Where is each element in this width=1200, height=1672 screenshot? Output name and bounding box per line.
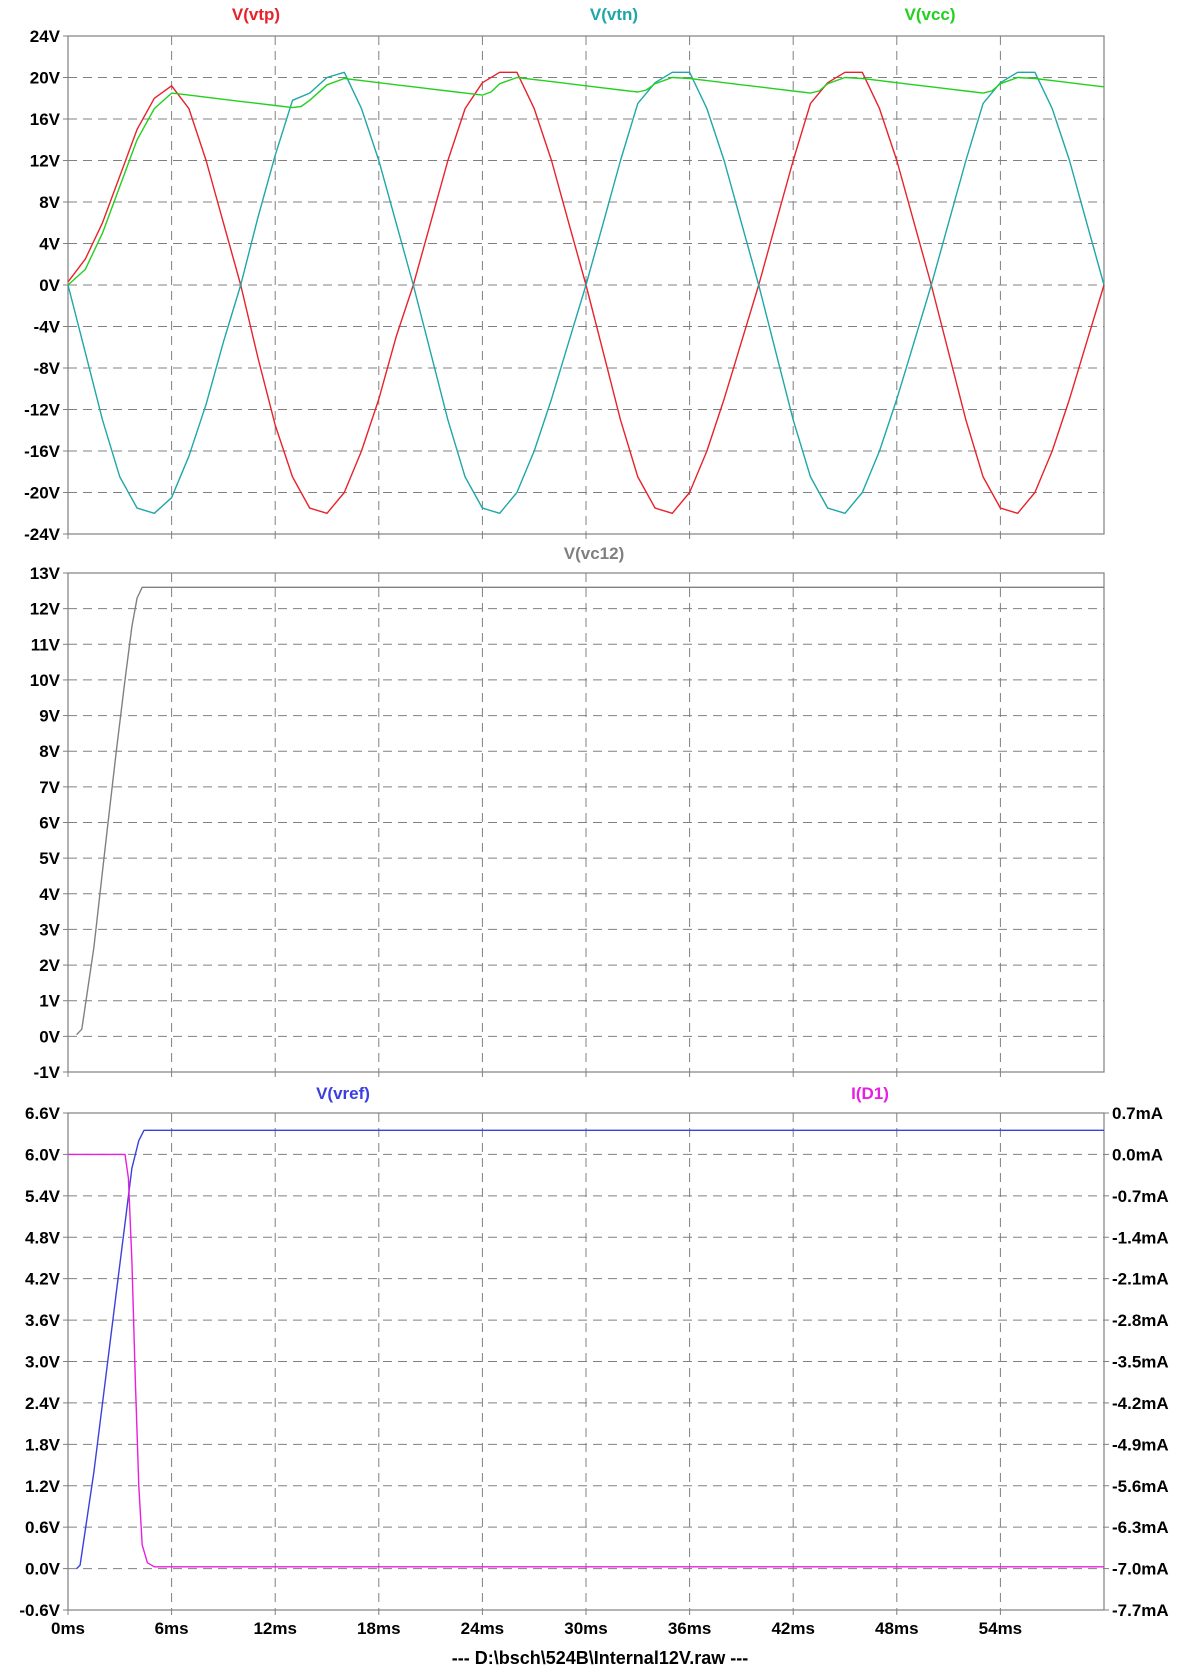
y-tick-label: 6.0V	[25, 1145, 61, 1164]
y2-tick-label: -7.7mA	[1112, 1601, 1169, 1620]
y-tick-label: 4.8V	[25, 1228, 61, 1247]
y-tick-label: 6V	[39, 814, 60, 833]
y2-tick-label: -2.8mA	[1112, 1311, 1169, 1330]
y-tick-label: -0.6V	[19, 1601, 60, 1620]
y-tick-label: 3.0V	[25, 1353, 61, 1372]
panel-1: 24V 20V 16V 12V 8V 4V 0V -4V -8V -12V -16V -20V -24V…	[24, 5, 1105, 544]
y2-tick-label: 0.7mA	[1112, 1104, 1163, 1123]
panel-2: 13V 12V 11V 10V 9V 8V 7V 6V 5V 4V 3V 2V 1V 0V -1V V(vc1…	[30, 544, 1105, 1082]
y-tick-label: 11V	[31, 635, 61, 654]
y-tick-label: 0.6V	[25, 1518, 61, 1537]
trace-label-v-vref: V(vref)	[316, 1084, 370, 1103]
y-tick-label: -20V	[24, 484, 61, 503]
y2-tick-label: -0.7mA	[1112, 1187, 1169, 1206]
y-tick-label: -1V	[34, 1063, 61, 1082]
panel-3: 6.6V 6.0V 5.4V 4.8V 4.2V 3.6V 3.0V 2.4V 1.8V 1.2V…	[19, 1084, 1168, 1620]
y-tick-label: 13V	[30, 564, 61, 583]
x-tick-label: 36ms	[668, 1619, 711, 1638]
x-tick-label: 18ms	[357, 1619, 400, 1638]
y-tick-label: -16V	[24, 442, 61, 461]
y-tick-label: 3.6V	[25, 1311, 61, 1330]
y-tick-label: 9V	[39, 707, 60, 726]
y-tick-label: -24V	[24, 525, 61, 544]
trace-v-vc12	[76, 586, 1104, 1036]
y-tick-label: 1.2V	[25, 1477, 61, 1496]
x-tick-label: 54ms	[979, 1619, 1022, 1638]
trace-i-d1	[68, 1153, 1104, 1568]
y-tick-label: 0V	[39, 1027, 60, 1046]
y-tick-label: -8V	[34, 359, 61, 378]
x-tick-label: 6ms	[155, 1619, 189, 1638]
y-tick-label: 8V	[39, 742, 60, 761]
trace-label-v-vc12: V(vc12)	[564, 544, 624, 563]
y-tick-label: 12V	[30, 600, 61, 619]
y2-tick-label: -3.5mA	[1112, 1353, 1169, 1372]
y2-tick-label: -5.6mA	[1112, 1477, 1169, 1496]
y-tick-label: 2.4V	[25, 1394, 61, 1413]
y2-tick-label: -2.1mA	[1112, 1270, 1169, 1289]
trace-v-vcc	[67, 76, 1105, 286]
raw-file-path: --- D:\bsch\524B\Internal12V.raw ---	[451, 1648, 749, 1668]
x-tick-label: 48ms	[875, 1619, 918, 1638]
y2-tick-label: 0.0mA	[1112, 1145, 1163, 1164]
y-tick-label: 16V	[30, 110, 61, 129]
y-tick-label: 3V	[39, 920, 60, 939]
y-tick-label: 1V	[39, 992, 60, 1011]
y2-tick-label: -4.2mA	[1112, 1394, 1169, 1413]
trace-v-vref	[76, 1129, 1104, 1570]
y-tick-label: 20V	[30, 69, 61, 88]
y-tick-label: 1.8V	[25, 1435, 61, 1454]
y-tick-label: 4V	[39, 235, 60, 254]
x-tick-label: 42ms	[771, 1619, 814, 1638]
y2-tick-label: -1.4mA	[1112, 1228, 1169, 1247]
x-tick-label: 12ms	[253, 1619, 296, 1638]
y-tick-label: 12V	[30, 152, 61, 171]
y-tick-label: 0V	[39, 276, 60, 295]
y-tick-label: 0.0V	[25, 1560, 61, 1579]
trace-label-v-vcc: V(vcc)	[904, 5, 955, 24]
y-tick-label: 10V	[30, 671, 61, 690]
trace-label-v-vtn: V(vtn)	[590, 5, 638, 24]
y-tick-label: 4V	[39, 885, 60, 904]
y-tick-label: 8V	[39, 193, 60, 212]
y-tick-label: 7V	[39, 778, 60, 797]
y-tick-label: 6.6V	[25, 1104, 61, 1123]
y-tick-label: -4V	[34, 318, 61, 337]
trace-v-vtn	[67, 71, 1105, 514]
trace-label-v-vtp: V(vtp)	[232, 5, 280, 24]
trace-label-i-d1: I(D1)	[851, 1084, 889, 1103]
y2-tick-label: -4.9mA	[1112, 1435, 1169, 1454]
y-tick-label: 5.4V	[25, 1187, 61, 1206]
y-tick-label: 24V	[30, 27, 61, 46]
y-tick-label: 2V	[39, 956, 60, 975]
y-tick-label: 5V	[39, 849, 60, 868]
y-tick-label: -12V	[24, 401, 61, 420]
y-tick-label: 4.2V	[25, 1270, 61, 1289]
x-tick-label: 24ms	[461, 1619, 504, 1638]
y2-tick-label: -7.0mA	[1112, 1560, 1169, 1579]
y2-tick-label: -6.3mA	[1112, 1518, 1169, 1537]
x-tick-label: 0ms	[51, 1619, 85, 1638]
x-tick-label: 30ms	[564, 1619, 607, 1638]
